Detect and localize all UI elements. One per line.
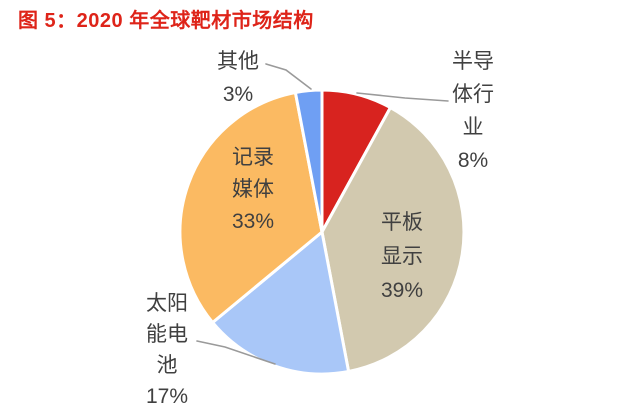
slice-percent-label: 8% bbox=[457, 149, 489, 172]
pie-slice-recording-media bbox=[178, 91, 324, 324]
pie-slice-solar-cell bbox=[211, 230, 351, 376]
slice-label-line: 池 bbox=[156, 354, 178, 377]
leader-line-semiconductor bbox=[356, 92, 449, 102]
slice-label-line: 媒体 bbox=[232, 178, 274, 201]
slice-percent-label: 39% bbox=[380, 279, 424, 302]
slice-label-recording-media: 记录 媒体 33% bbox=[232, 142, 274, 238]
pie-slice-flat-panel-display bbox=[320, 106, 466, 373]
slice-label-line: 太阳 bbox=[146, 292, 188, 315]
slice-percent-label: 3% bbox=[222, 83, 254, 106]
slice-label-line: 体行 bbox=[452, 83, 494, 106]
slice-label-line: 能电 bbox=[146, 323, 188, 346]
leader-line-solar-cell bbox=[196, 340, 276, 365]
pie-slice-others bbox=[293, 88, 324, 234]
slice-label-line: 半导 bbox=[452, 50, 494, 73]
slice-label-solar-cell: 太阳 能电 池 17% bbox=[146, 288, 188, 412]
slice-label-semiconductor: 半导 体行 业 8% bbox=[452, 45, 494, 177]
slice-label-others: 其他 3% bbox=[217, 45, 259, 111]
slice-label-flat-panel-display: 平板 显示 39% bbox=[381, 206, 423, 308]
page-title: 图 5：2020 年全球靶材市场结构 bbox=[18, 10, 314, 32]
slice-label-line: 其他 bbox=[217, 50, 259, 73]
leader-line-others bbox=[265, 63, 312, 90]
slice-label-line: 显示 bbox=[381, 245, 423, 268]
slice-label-line: 平板 bbox=[381, 211, 423, 234]
slice-label-line: 记录 bbox=[232, 146, 274, 169]
slice-percent-label: 33% bbox=[231, 210, 275, 233]
slice-percent-label: 17% bbox=[145, 385, 189, 408]
slice-label-line: 业 bbox=[462, 116, 484, 139]
